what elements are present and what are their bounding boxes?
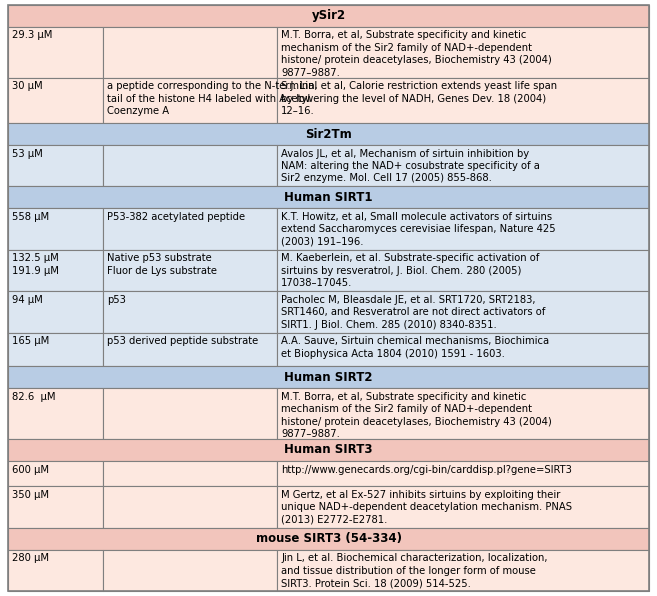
Text: M. Kaeberlein, et al. Substrate-specific activation of
sirtuins by resveratrol, : M. Kaeberlein, et al. Substrate-specific… [281, 253, 539, 288]
Bar [8, 388, 102, 439]
Bar [277, 550, 649, 591]
Bar [277, 486, 649, 528]
Bar [8, 291, 102, 333]
Bar [8, 187, 649, 209]
Bar [8, 250, 102, 291]
Text: M.T. Borra, et al, Substrate specificity and kinetic
mechanism of the Sir2 famil: M.T. Borra, et al, Substrate specificity… [281, 30, 552, 77]
Text: K.T. Howitz, et al, Small molecule activators of sirtuins
extend Saccharomyces c: K.T. Howitz, et al, Small molecule activ… [281, 212, 556, 247]
Bar [277, 27, 649, 77]
Bar [277, 250, 649, 291]
Text: Avalos JL, et al, Mechanism of sirtuin inhibition by
NAM: altering the NAD+ cosu: Avalos JL, et al, Mechanism of sirtuin i… [281, 148, 540, 184]
Bar [8, 123, 649, 145]
Text: 165 μM: 165 μM [12, 336, 49, 346]
Text: 94 μM: 94 μM [12, 295, 43, 305]
Text: mouse SIRT3 (54-334): mouse SIRT3 (54-334) [256, 532, 401, 545]
Bar [8, 209, 102, 250]
Text: p53 derived peptide substrate: p53 derived peptide substrate [106, 336, 258, 346]
Text: 82.6  μM: 82.6 μM [12, 392, 55, 402]
Text: 280 μM: 280 μM [12, 554, 49, 563]
Bar [8, 439, 649, 461]
Text: 350 μM: 350 μM [12, 490, 49, 500]
Text: Human SIRT1: Human SIRT1 [284, 191, 373, 204]
Text: 558 μM: 558 μM [12, 212, 49, 222]
Bar [8, 333, 102, 366]
Bar [8, 27, 102, 77]
Text: 29.3 μM: 29.3 μM [12, 30, 52, 41]
Bar [277, 77, 649, 123]
Bar [277, 388, 649, 439]
Bar [102, 77, 277, 123]
Text: 53 μM: 53 μM [12, 148, 43, 159]
Bar [8, 145, 102, 187]
Text: 600 μM: 600 μM [12, 464, 49, 474]
Text: Human SIRT2: Human SIRT2 [284, 371, 373, 384]
Text: ySir2: ySir2 [311, 10, 346, 22]
Text: Native p53 substrate
Fluor de Lys substrate: Native p53 substrate Fluor de Lys substr… [106, 253, 217, 276]
Bar [8, 461, 102, 486]
Bar [277, 209, 649, 250]
Text: Pacholec M, Bleasdale JE, et al. SRT1720, SRT2183,
SRT1460, and Resveratrol are : Pacholec M, Bleasdale JE, et al. SRT1720… [281, 295, 545, 330]
Text: Human SIRT3: Human SIRT3 [284, 443, 373, 457]
Bar [277, 333, 649, 366]
Text: P53-382 acetylated peptide: P53-382 acetylated peptide [106, 212, 245, 222]
Text: M.T. Borra, et al, Substrate specificity and kinetic
mechanism of the Sir2 famil: M.T. Borra, et al, Substrate specificity… [281, 392, 552, 439]
Text: M Gertz, et al Ex-527 inhibits sirtuins by exploiting their
unique NAD+-dependen: M Gertz, et al Ex-527 inhibits sirtuins … [281, 490, 572, 524]
Bar [8, 366, 649, 388]
Bar [102, 333, 277, 366]
Text: Sir2Tm: Sir2Tm [305, 128, 352, 141]
Bar [102, 388, 277, 439]
Bar [102, 486, 277, 528]
Text: S.J. Lin, et al, Calorie restriction extends yeast life span
by lowering the lev: S.J. Lin, et al, Calorie restriction ext… [281, 81, 557, 116]
Text: a peptide corresponding to the N-terminal
tail of the histone H4 labeled with Ac: a peptide corresponding to the N-termina… [106, 81, 317, 116]
Bar [277, 461, 649, 486]
Bar [102, 291, 277, 333]
Bar [102, 145, 277, 187]
Bar [8, 486, 102, 528]
Bar [102, 461, 277, 486]
Text: Jin L, et al. Biochemical characterization, localization,
and tissue distributio: Jin L, et al. Biochemical characterizati… [281, 554, 548, 588]
Bar [102, 250, 277, 291]
Text: p53: p53 [106, 295, 125, 305]
Bar [277, 145, 649, 187]
Bar [8, 5, 649, 27]
Bar [8, 528, 649, 550]
Text: 132.5 μM
191.9 μM: 132.5 μM 191.9 μM [12, 253, 58, 276]
Bar [102, 209, 277, 250]
Bar [277, 291, 649, 333]
Bar [102, 27, 277, 77]
Bar [102, 550, 277, 591]
Bar [8, 77, 102, 123]
Text: http://www.genecards.org/cgi-bin/carddisp.pl?gene=SIRT3: http://www.genecards.org/cgi-bin/carddis… [281, 464, 572, 474]
Text: 30 μM: 30 μM [12, 81, 43, 91]
Bar [8, 550, 102, 591]
Text: A.A. Sauve, Sirtuin chemical mechanisms, Biochimica
et Biophysica Acta 1804 (201: A.A. Sauve, Sirtuin chemical mechanisms,… [281, 336, 549, 359]
